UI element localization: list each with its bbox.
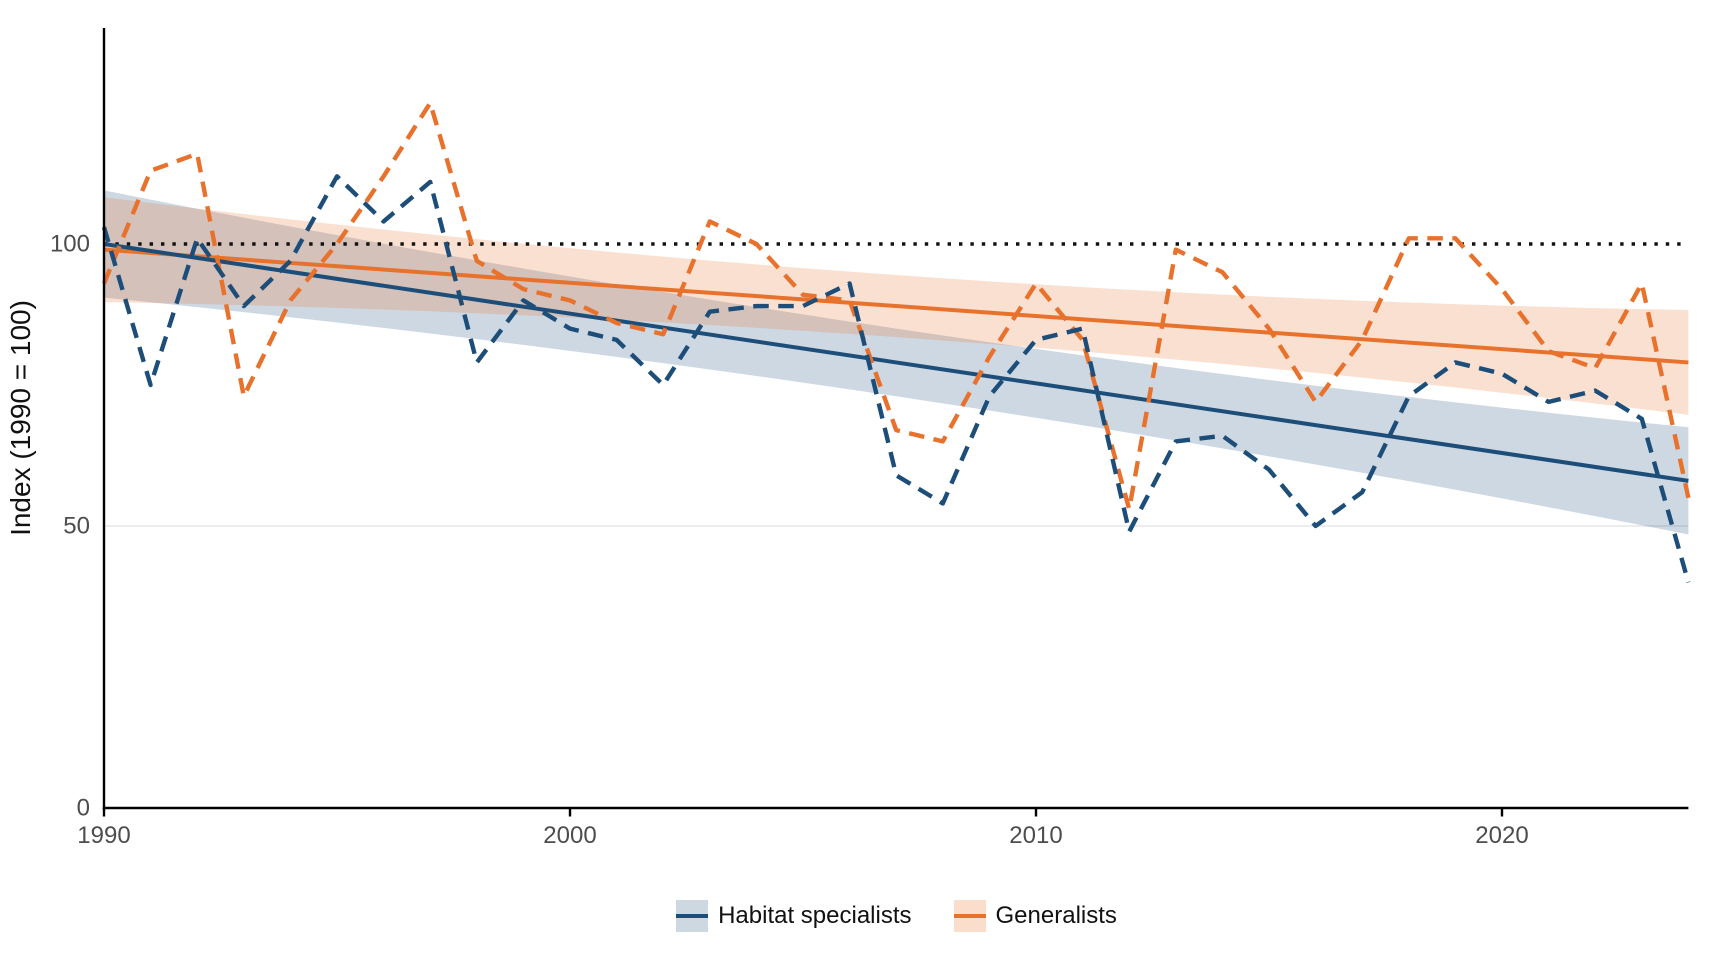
trend-line-layer — [103, 242, 1689, 483]
trend-line-habitat-specialists — [103, 242, 1689, 483]
legend: Habitat specialists Generalists — [104, 894, 1689, 938]
y-tick-label: 0 — [77, 795, 90, 822]
data-line-layer — [101, 100, 1691, 584]
legend-key-line — [953, 913, 986, 919]
legend-key-habitat-specialists-icon — [676, 900, 709, 932]
y-tick-label: 50 — [63, 513, 90, 540]
tick-label-layer: 1990 2000 2010 2020 0 50 100 — [50, 231, 1529, 849]
legend-key-line — [676, 913, 709, 919]
trend-line-generalists — [103, 247, 1689, 365]
x-tick-label: 1990 — [77, 822, 130, 849]
legend-label-habitat-specialists: Habitat specialists — [718, 902, 912, 929]
x-tick-label: 2020 — [1475, 822, 1528, 849]
legend-key-generalists-icon — [953, 900, 986, 932]
legend-item-generalists: Generalists — [953, 900, 1117, 932]
data-line-generalists — [101, 100, 1691, 512]
y-axis-title: Index (1990 = 100) — [5, 300, 36, 536]
x-tick-label: 2010 — [1009, 822, 1062, 849]
data-line-habitat-specialists — [101, 174, 1691, 584]
legend-item-habitat-specialists: Habitat specialists — [676, 900, 912, 932]
y-tick-label: 100 — [50, 231, 90, 258]
x-tick-label: 2000 — [543, 822, 596, 849]
legend-label-generalists: Generalists — [995, 902, 1117, 929]
axis-layer — [102, 28, 1689, 817]
